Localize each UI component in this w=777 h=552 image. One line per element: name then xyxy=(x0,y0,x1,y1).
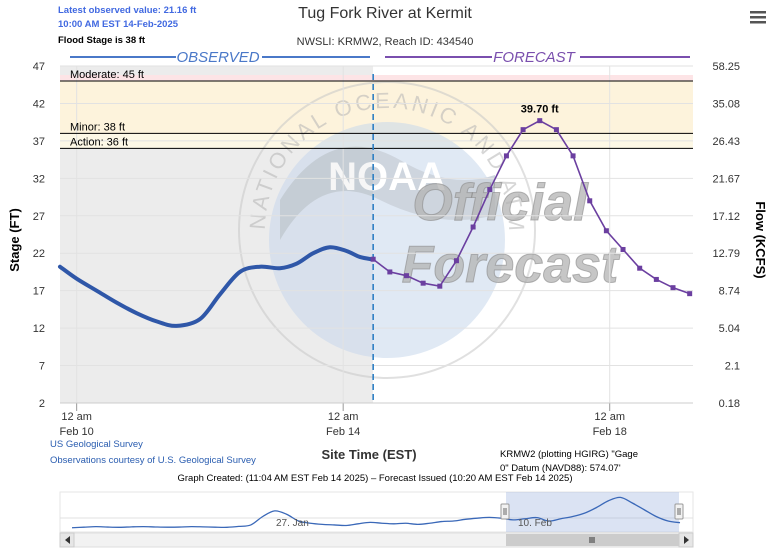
forecast-point xyxy=(437,283,443,289)
threshold-label-moderate: Moderate: 45 ft xyxy=(70,69,144,81)
y2-tick-label: 8.74 xyxy=(719,286,740,298)
y2-tick-label: 58.25 xyxy=(712,61,740,73)
forecast-label: FORECAST xyxy=(493,49,577,66)
watermark-official: Official xyxy=(412,174,589,232)
moderate-band xyxy=(60,75,693,81)
scroll-left-icon xyxy=(65,536,70,544)
forecast-point xyxy=(553,127,559,133)
scroll-right-button[interactable] xyxy=(678,532,694,548)
forecast-point xyxy=(570,153,576,159)
y-tick-label: 12 xyxy=(33,323,45,335)
y-tick-label: 17 xyxy=(33,286,45,298)
x-tick-label-time: 12 am xyxy=(328,411,359,423)
peak-label: 39.70 ft xyxy=(521,104,559,116)
latest-observed-value: Latest observed value: 21.16 ft xyxy=(58,5,197,16)
y-tick-label: 22 xyxy=(33,248,45,260)
datum-line-2: 0" Datum (NAVD88): 574.07' xyxy=(500,463,621,474)
datum-line-1: KRMW2 (plotting HGIRG) "Gage xyxy=(500,449,638,460)
forecast-point xyxy=(370,256,376,262)
usgs-courtesy: Observations courtesy of U.S. Geological… xyxy=(50,455,256,466)
x-axis-title: Site Time (EST) xyxy=(321,447,416,462)
observed-series-line xyxy=(58,245,376,328)
forecast-point xyxy=(537,118,543,124)
flood-stage-note: Flood Stage is 38 ft xyxy=(58,35,146,46)
y-tick-label: 32 xyxy=(33,173,45,185)
forecast-point xyxy=(387,269,393,275)
y2-tick-label: 2.1 xyxy=(725,361,740,373)
threshold-label-action: Action: 36 ft xyxy=(70,136,128,148)
usgs-credit: US Geological Survey xyxy=(50,439,143,450)
forecast-point xyxy=(420,280,426,286)
navigator-handle-left[interactable] xyxy=(500,503,510,520)
threshold-label-minor: Minor: 38 ft xyxy=(70,121,125,133)
navigator-scrollbar[interactable] xyxy=(59,532,694,548)
forecast-point xyxy=(653,276,659,282)
watermark-noaa: NOAA xyxy=(328,155,446,199)
x-tick-label-date: Feb 10 xyxy=(60,426,94,438)
scroll-right-icon xyxy=(684,536,689,544)
scroll-left-button[interactable] xyxy=(59,532,75,548)
latest-observed-time: 10:00 AM EST 14-Feb-2025 xyxy=(58,19,179,30)
y-tick-label: 27 xyxy=(33,211,45,223)
y2-tick-label: 0.18 xyxy=(719,398,740,410)
y-tick-label: 42 xyxy=(33,98,45,110)
navigator[interactable]: 27. Jan 10. Feb xyxy=(59,491,694,533)
chart-title: Tug Fork River at Kermit xyxy=(298,5,472,22)
forecast-point xyxy=(603,228,609,234)
series-layer: 39.70 ft xyxy=(58,74,693,403)
y-tick-label: 47 xyxy=(33,61,45,73)
forecast-point xyxy=(403,273,409,279)
y2-tick-label: 26.43 xyxy=(712,136,740,148)
navigator-label-left: 27. Jan xyxy=(276,518,309,529)
graph-created-note: Graph Created: (11:04 AM EST Feb 14 2025… xyxy=(178,473,573,484)
y-tick-label: 7 xyxy=(39,361,45,373)
axes-layer: 2712172227323742470.182.15.048.7412.7917… xyxy=(33,61,740,438)
navigator-label-right: 10. Feb xyxy=(518,518,552,529)
forecast-point xyxy=(503,153,509,159)
y2-tick-label: 35.08 xyxy=(712,98,740,110)
chart-menu-icon[interactable] xyxy=(746,8,768,28)
y-tick-label: 2 xyxy=(39,398,45,410)
forecast-point xyxy=(620,246,626,252)
observed-label: OBSERVED xyxy=(176,49,259,66)
scrollbar-grip-icon xyxy=(589,537,595,543)
navigator-handle-right[interactable] xyxy=(674,503,684,520)
forecast-point xyxy=(637,265,643,271)
navigator-selection[interactable] xyxy=(506,492,679,532)
forecast-point xyxy=(670,285,676,291)
x-tick-label-time: 12 am xyxy=(594,411,625,423)
x-tick-label-date: Feb 14 xyxy=(326,426,360,438)
y2-tick-label: 5.04 xyxy=(719,323,740,335)
forecast-point xyxy=(587,198,593,204)
y2-tick-label: 12.79 xyxy=(712,248,740,260)
y2-tick-label: 17.12 xyxy=(712,211,740,223)
y2-axis-title: Flow (KCFS) xyxy=(753,201,768,278)
x-tick-label-time: 12 am xyxy=(61,411,92,423)
x-tick-label-date: Feb 18 xyxy=(593,426,627,438)
forecast-series-line xyxy=(372,119,690,295)
y-axis-title: Stage (FT) xyxy=(7,208,22,272)
forecast-point xyxy=(687,291,693,297)
y-tick-label: 37 xyxy=(33,136,45,148)
navigator-series xyxy=(71,496,681,529)
forecast-point xyxy=(453,258,459,264)
y2-tick-label: 21.67 xyxy=(712,173,740,185)
forecast-point xyxy=(520,127,526,133)
forecast-point xyxy=(470,224,476,230)
chart-subtitle: NWSLI: KRMW2, Reach ID: 434540 xyxy=(297,36,474,48)
threshold-lines: Moderate: 45 ft Minor: 38 ft Action: 36 ft xyxy=(60,69,693,149)
grid xyxy=(60,65,693,404)
forecast-point xyxy=(487,187,493,193)
